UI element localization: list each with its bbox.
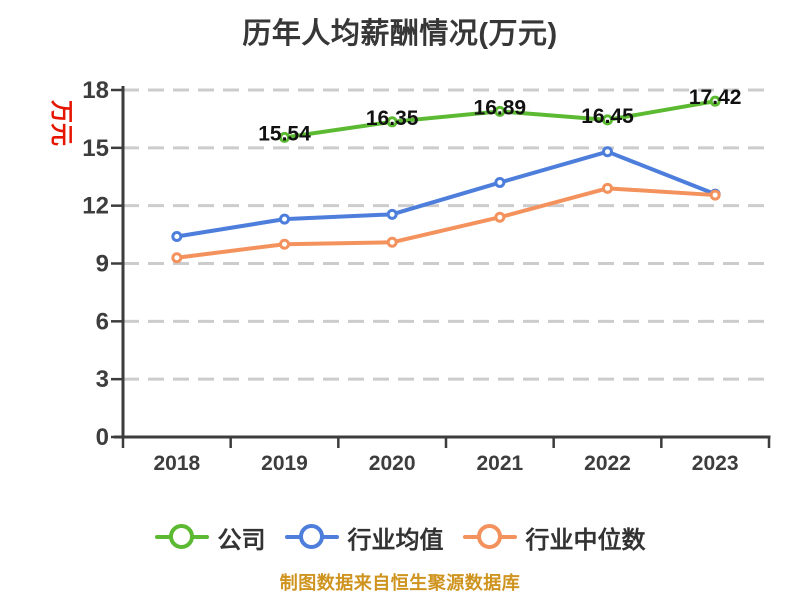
data-point-company-3: [602, 114, 613, 126]
data-point-industry-median-4: [602, 182, 613, 194]
data-point-company-4: [709, 95, 721, 107]
y-tick-label-18: 18: [82, 77, 109, 104]
legend-marker-company: [154, 524, 209, 550]
x-tick-label-2018: 2018: [153, 452, 200, 475]
footer-note: 制图数据来自恒生聚源数据库: [279, 573, 521, 593]
x-tick-label-2019: 2019: [261, 452, 308, 475]
data-point-company-1: [386, 116, 398, 128]
data-point-industry-avg-2: [386, 208, 398, 220]
y-tick-label-0: 0: [96, 424, 109, 451]
legend-item-company[interactable]: 公司: [154, 520, 266, 555]
data-point-industry-avg-4: [602, 146, 613, 158]
x-tick-label-2021: 2021: [476, 452, 523, 475]
data-point-industry-avg-0: [171, 231, 183, 243]
legend-ring-icon: [298, 524, 324, 549]
y-tick-label-9: 9: [96, 251, 109, 278]
data-point-industry-avg-1: [279, 213, 290, 225]
legend-marker-industry-avg: [284, 524, 339, 550]
data-point-industry-avg-3: [494, 177, 506, 189]
legend-marker-industry-median: [462, 524, 517, 550]
x-tick-label-2023: 2023: [692, 452, 739, 475]
data-point-industry-median-1: [279, 238, 290, 250]
legend-item-label: 行业均值: [347, 526, 444, 554]
x-tick-label-2020: 2020: [369, 452, 416, 475]
y-tick-label-15: 15: [82, 135, 109, 162]
data-point-industry-median-0: [171, 252, 183, 264]
legend-item-industry-avg[interactable]: 行业均值: [284, 520, 444, 555]
legend-item-label: 公司: [217, 526, 266, 554]
data-label-company-2019: 15.54: [258, 122, 311, 145]
x-tick-label-2022: 2022: [584, 452, 631, 475]
legend-ring-icon: [476, 524, 502, 549]
data-label-company-2020: 16.35: [366, 107, 419, 130]
y-tick-label-12: 12: [82, 193, 109, 220]
y-tick-label-3: 3: [96, 366, 109, 393]
data-point-company-2: [494, 105, 506, 117]
data-point-company-0: [279, 131, 290, 143]
series-line-industry-avg: [174, 149, 718, 239]
legend: 公司 行业均值 行业中位数: [0, 523, 800, 554]
data-label-company-2022: 16.45: [581, 105, 634, 128]
data-point-industry-median-5: [709, 189, 721, 201]
data-label-company-2021: 16.89: [474, 96, 527, 119]
y-tick-label-6: 6: [96, 308, 109, 335]
chart-title: 历年人均薪酬情况(万元): [242, 18, 558, 50]
data-point-industry-median-2: [386, 236, 398, 248]
legend-item-industry-median[interactable]: 行业中位数: [462, 520, 646, 555]
data-label-company-2023: 17.42: [689, 86, 742, 109]
data-point-industry-median-3: [494, 211, 506, 223]
legend-ring-icon: [168, 524, 194, 549]
series-line-industry-median: [174, 186, 718, 260]
legend-item-label: 行业中位数: [525, 526, 646, 554]
